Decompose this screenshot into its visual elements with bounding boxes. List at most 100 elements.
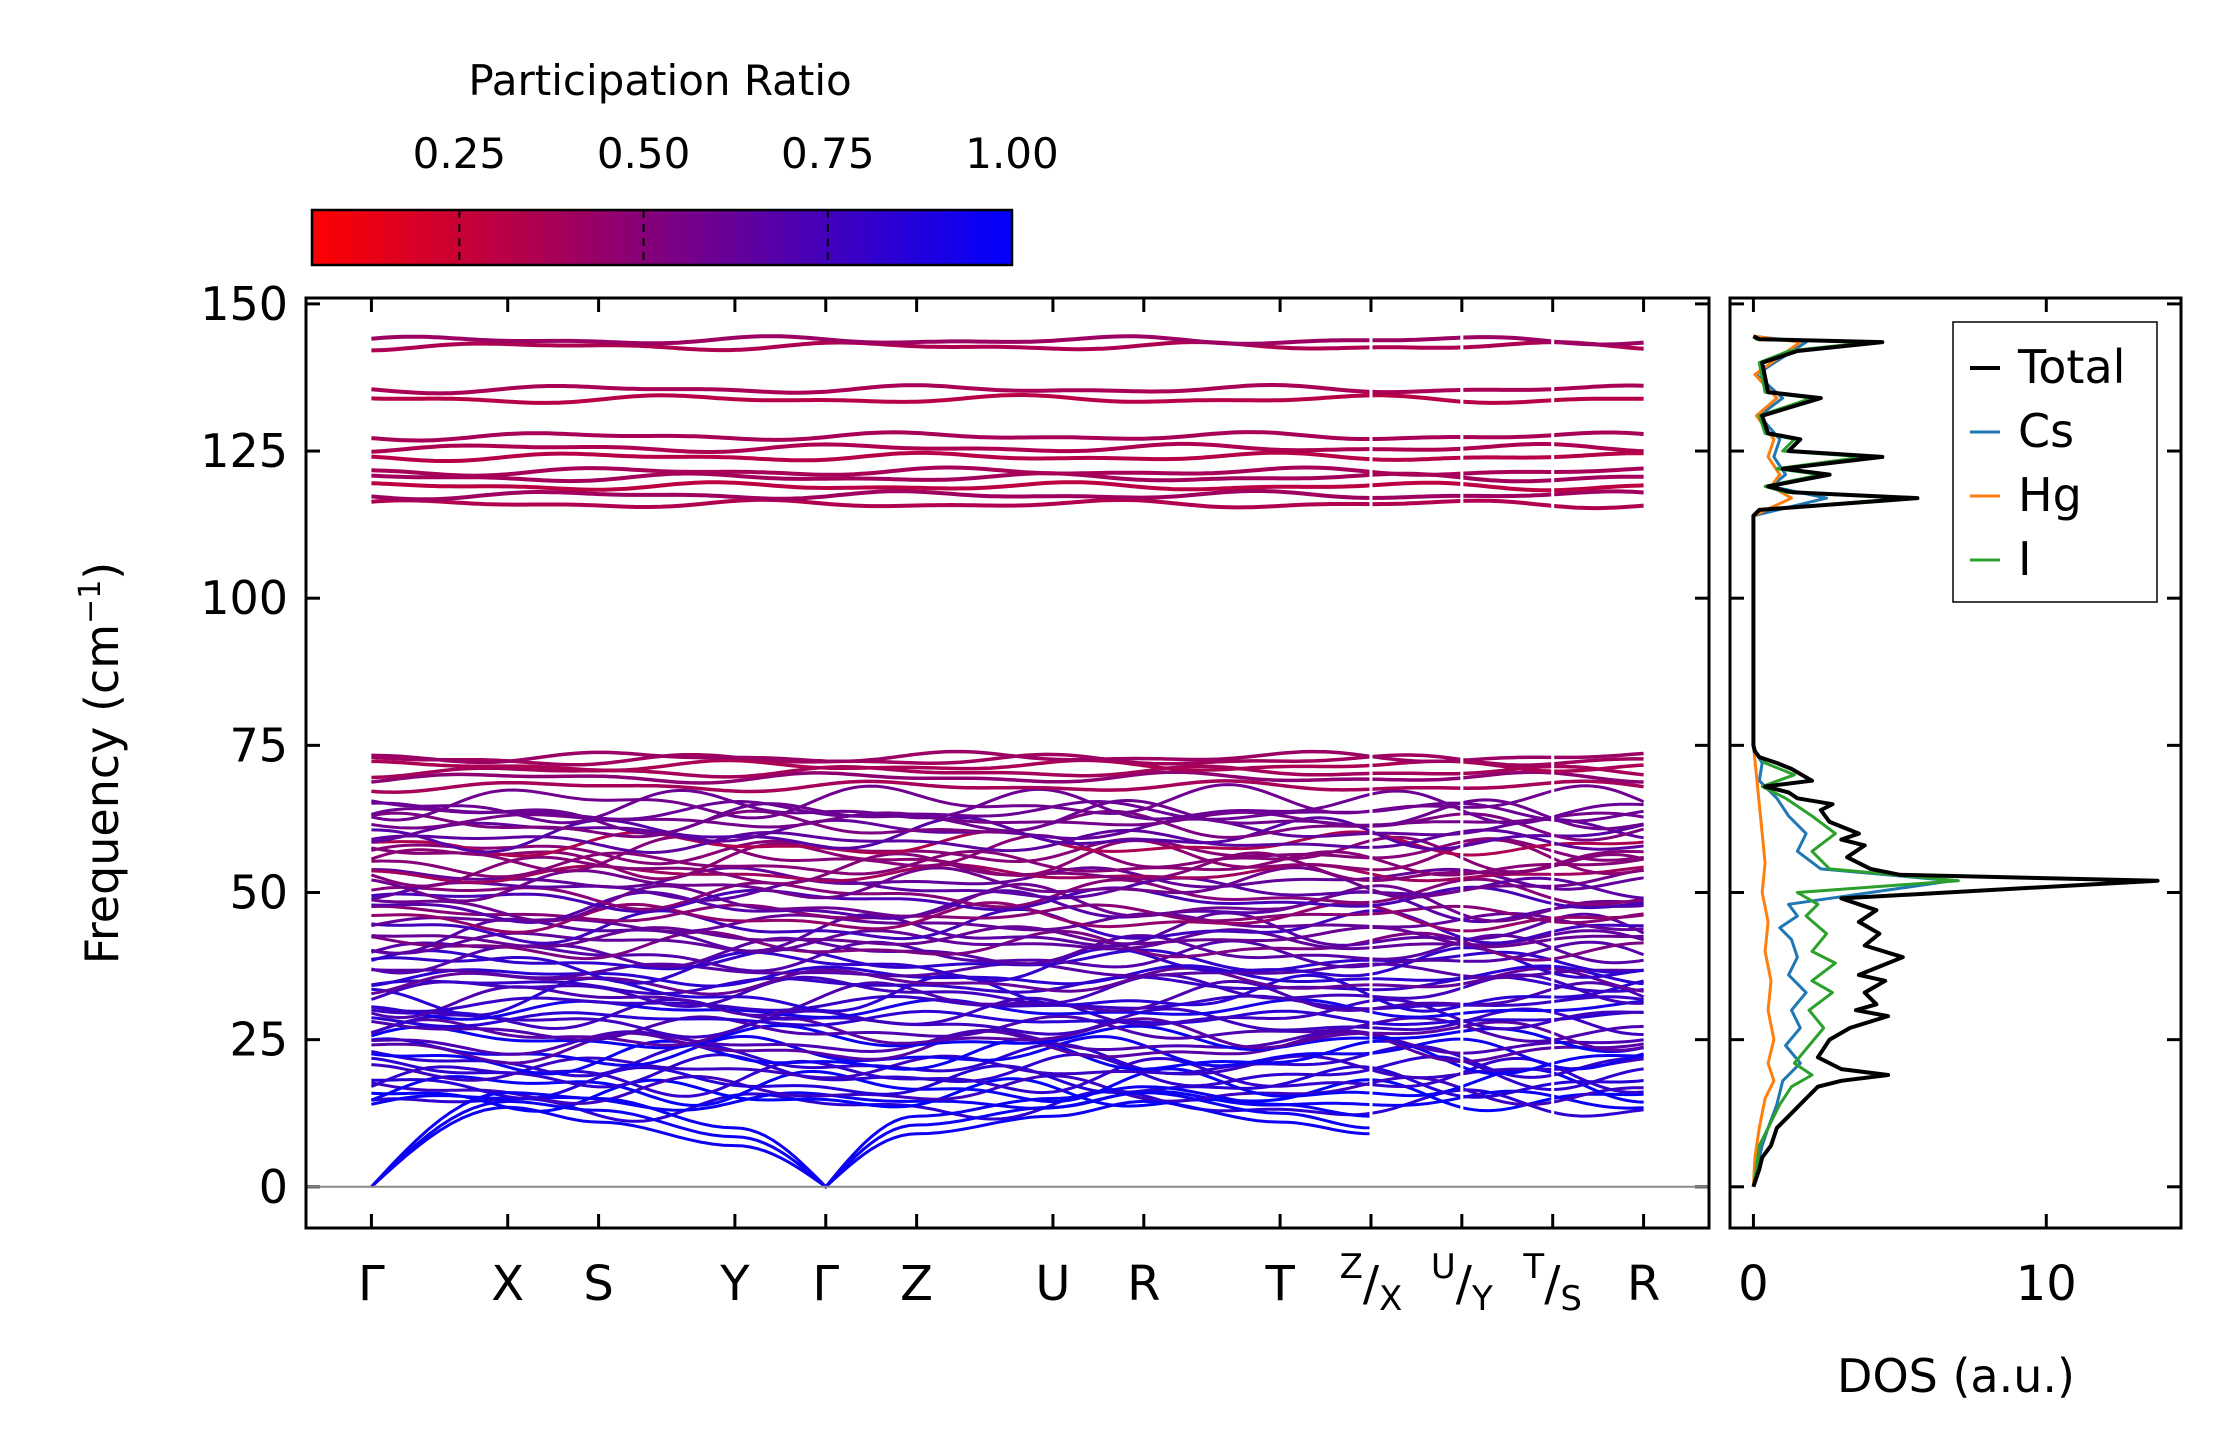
phonon-band — [371, 997, 1644, 1021]
kpoint-label: Y — [719, 1256, 750, 1312]
y-tick-label: 25 — [229, 1013, 288, 1067]
y-tick-label: 50 — [229, 865, 288, 919]
phonon-band — [371, 1038, 1644, 1076]
phonon-band — [370, 851, 1645, 888]
kpoint-label: U/Y — [1431, 1247, 1493, 1319]
kpoint-label: X — [491, 1256, 524, 1312]
phonon-band — [371, 1009, 1644, 1029]
dos-lines — [1751, 334, 2160, 1188]
phonon-band — [371, 1064, 1644, 1100]
phonon-band — [371, 973, 1644, 1017]
y-axis-label: Frequency (cm−1) — [73, 562, 129, 965]
y-axis-label-superscript: −1 — [73, 580, 108, 624]
phonon-band — [371, 961, 1644, 980]
phonon-band — [370, 973, 1644, 1009]
legend-label-cs: Cs — [2018, 404, 2074, 458]
phonon-band — [371, 964, 1644, 988]
acoustic-band — [370, 1099, 1372, 1189]
phonon-band — [371, 489, 1644, 502]
phonon-band — [371, 829, 1644, 858]
legend-label-hg: Hg — [2018, 468, 2082, 522]
y-tick-label: 0 — [259, 1160, 288, 1214]
phonon-band — [371, 1029, 1644, 1065]
colorbar-ticks: 0.25 0.50 0.75 1.00 — [413, 129, 1059, 265]
kpoint-label: Z/X — [1340, 1247, 1403, 1319]
phonon-band — [371, 907, 1644, 945]
colorbar-tick-label: 0.75 — [781, 129, 875, 178]
phonon-band — [370, 1024, 1644, 1054]
kpoint-label: R — [1627, 1256, 1660, 1312]
phonon-band — [371, 770, 1644, 785]
band-plot-frame — [304, 296, 1711, 1230]
phonon-band — [371, 334, 1644, 347]
kpoint-label: T/S — [1522, 1247, 1582, 1319]
band-axes: 0 25 50 75 100 125 150 Γ X S Y Γ Z U R T Z/X U/Y T/S R — [200, 277, 1709, 1319]
colorbar: Participation Ratio 0.25 0.50 0.75 1.00 — [310, 56, 1059, 267]
dos-x-axis-label: DOS (a.u.) — [1837, 1349, 2075, 1403]
colorbar-tick-label: 0.25 — [413, 129, 507, 178]
legend-items: Total Cs Hg I — [1970, 340, 2125, 586]
phonon-band — [371, 901, 1644, 934]
colorbar-gradient — [310, 208, 1014, 267]
phonon-band — [371, 863, 1644, 885]
kpoint-label: Γ — [812, 1256, 839, 1312]
dos-legend: Total Cs Hg I — [1952, 321, 2158, 603]
phonon-band — [371, 1028, 1644, 1056]
phonon-band — [371, 817, 1644, 844]
phonon-band — [371, 911, 1645, 955]
phonon-band — [371, 749, 1644, 765]
dos-plot-frame — [1728, 296, 2183, 1230]
dos-x-tick-label: 0 — [1738, 1256, 1769, 1312]
kpoint-label: Z — [900, 1256, 933, 1312]
band-structure-panel: Frequency (cm−1) 0 25 50 75 100 125 150 Γ X S Y Γ Z U… — [73, 277, 1711, 1319]
y-tick-label: 125 — [200, 424, 288, 478]
phonon-band — [371, 979, 1645, 1020]
dos-axes: 0 10 — [1730, 298, 2181, 1312]
dos-series-i — [1751, 335, 1960, 1188]
phonon-band — [371, 480, 1644, 493]
phonon-band — [371, 430, 1644, 443]
dos-panel: 0 10 DOS (a.u.) Total Cs Hg I — [1728, 296, 2183, 1403]
phonon-band — [370, 1056, 1644, 1098]
phonon-band — [371, 834, 1644, 874]
phonon-band — [370, 1016, 1644, 1052]
legend-label-total: Total — [2017, 340, 2125, 394]
dos-x-tick-label: 10 — [2016, 1256, 2077, 1312]
y-tick-label: 75 — [229, 718, 288, 772]
legend-label-i: I — [2018, 532, 2032, 586]
kpoint-label: U — [1035, 1256, 1070, 1312]
kpoint-label: Γ — [358, 1256, 385, 1312]
phonon-band — [371, 849, 1644, 879]
acoustic-band — [370, 1085, 1372, 1190]
y-tick-label: 100 — [200, 571, 288, 625]
phonon-band — [371, 465, 1644, 478]
acoustic-band — [370, 1091, 1372, 1189]
phonon-band — [371, 779, 1644, 794]
colorbar-title: Participation Ratio — [468, 56, 851, 105]
dos-series-cs — [1751, 334, 1955, 1188]
colorbar-tick-label: 0.50 — [597, 129, 691, 178]
phonon-band — [371, 889, 1644, 925]
phonon-band — [371, 828, 1644, 855]
phonon-band — [371, 383, 1644, 396]
phonon-band — [371, 928, 1645, 955]
band-lines — [370, 298, 1645, 1228]
phonon-band — [371, 1089, 1644, 1112]
y-axis-label-close: ) — [75, 562, 129, 580]
phonon-band — [371, 925, 1644, 949]
phonon-band — [371, 393, 1644, 405]
phonon-band — [371, 1054, 1644, 1082]
phonon-band — [371, 912, 1644, 934]
dos-series-total — [1751, 334, 2160, 1188]
phonon-band — [371, 994, 1644, 1013]
phonon-band — [371, 783, 1645, 822]
phonon-band — [371, 1052, 1644, 1092]
kpoint-label: T — [1264, 1256, 1295, 1312]
phonon-band — [371, 787, 1644, 825]
y-tick-label: 150 — [200, 277, 288, 331]
phonon-band — [371, 1077, 1644, 1113]
colorbar-tick-label: 1.00 — [965, 129, 1059, 178]
kpoint-label: R — [1127, 1256, 1160, 1312]
phonon-band — [371, 497, 1644, 511]
